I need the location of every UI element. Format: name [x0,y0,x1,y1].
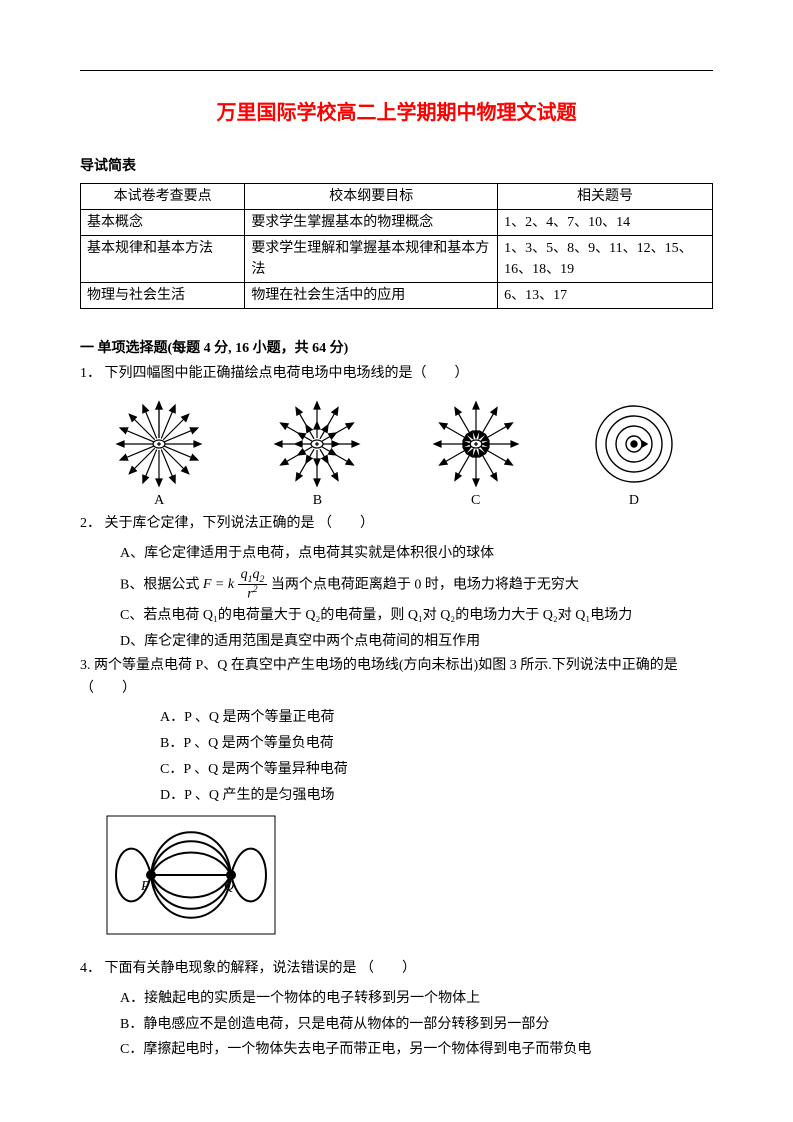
diagram-b: B [272,399,362,509]
diagram-c-label: C [471,493,480,509]
q2-opt-b-post: 当两个点电荷距离趋于 0 时，电场力将趋于无穷大 [271,577,579,592]
q2-opt-a: A、库仑定律适用于点电荷，点电荷其实就是体积很小的球体 [120,542,713,566]
field-lines-mixed-icon [272,399,362,489]
q3-number: 3. [80,658,91,673]
diagram-b-label: B [313,493,322,509]
question-1: 1． 下列四幅图中能正确描绘点电荷电场中电场线的是（ ） [80,363,713,385]
q4-number: 4． [80,961,101,976]
cell: 6、13、17 [498,283,713,309]
q3-options: A．P 、Q 是两个等量正电荷 B．P 、Q 是两个等量负电荷 C．P 、Q 是… [160,706,713,807]
diagram-a: A [114,399,204,509]
q2-text: 关于库仑定律，下列说法正确的是 （ ） [105,516,375,531]
coulomb-formula: F = k q1q2r2 [203,577,271,592]
q4-text: 下面有关静电现象的解释，说法错误的是 （ ） [105,961,417,976]
cell: 物理在社会生活中的应用 [245,283,498,309]
cell: 1、2、4、7、10、14 [498,210,713,236]
section-title: 一 单项选择题(每题 4 分, 16 小题，共 64 分) [80,337,713,357]
svg-text:P: P [140,879,150,894]
field-lines-both-icon [431,399,521,489]
field-lines-outward-icon [114,399,204,489]
diagram-d: D [589,399,679,509]
guide-table-heading: 导试简表 [80,155,713,175]
table-row: 基本概念 要求学生掌握基本的物理概念 1、2、4、7、10、14 [81,210,713,236]
concentric-circles-icon [589,399,679,489]
q3-opt-a: A．P 、Q 是两个等量正电荷 [160,706,713,730]
table-row: 物理与社会生活 物理在社会生活中的应用 6、13、17 [81,283,713,309]
exam-title: 万里国际学校高二上学期期中物理文试题 [80,96,713,125]
svg-text:Q: Q [224,879,234,894]
table-header-row: 本试卷考查要点 校本纲要目标 相关题号 [81,184,713,210]
q2-number: 2． [80,516,101,531]
q3-opt-c: C．P 、Q 是两个等量异种电荷 [160,758,713,782]
cell: 基本规律和基本方法 [81,236,245,283]
q4-options: A．接触起电的实质是一个物体的电子转移到另一个物体上 B．静电感应不是创造电荷，… [120,987,713,1062]
cell: 要求学生理解和掌握基本规律和基本方法 [245,236,498,283]
page-container: 万里国际学校高二上学期期中物理文试题 导试简表 本试卷考查要点 校本纲要目标 相… [0,0,793,1104]
q3-opt-d: D．P 、Q 产生的是匀强电场 [160,784,713,808]
question-2: 2． 关于库仑定律，下列说法正确的是 （ ） [80,513,713,535]
q2-opt-d: D、库仑定律的适用范围是真空中两个点电荷间的相互作用 [120,630,713,654]
diagram-a-label: A [154,493,164,509]
q1-diagrams: A [80,399,713,509]
q2-opt-c: C、若点电荷 Q₁的电荷量大于 Q₂的电荷量，则 Q₁对 Q₂的电场力大于 Q₂… [120,604,713,628]
q1-number: 1． [80,366,101,381]
q4-opt-b: B．静电感应不是创造电荷，只是电荷从物体的一部分转移到另一部分 [120,1013,713,1037]
cell: 1、3、5、8、9、11、12、15、16、18、19 [498,236,713,283]
guide-table: 本试卷考查要点 校本纲要目标 相关题号 基本概念 要求学生掌握基本的物理概念 1… [80,183,713,309]
cell: 基本概念 [81,210,245,236]
question-3: 3. 两个等量点电荷 P、Q 在真空中产生电场的电场线(方向未标出)如图 3 所… [80,655,713,700]
th-col1: 本试卷考查要点 [81,184,245,210]
th-col3: 相关题号 [498,184,713,210]
q3-opt-b: B．P 、Q 是两个等量负电荷 [160,732,713,756]
cell: 要求学生掌握基本的物理概念 [245,210,498,236]
diagram-c: C [431,399,521,509]
q3-text: 两个等量点电荷 P、Q 在真空中产生电场的电场线(方向未标出)如图 3 所示.下… [80,658,678,695]
top-rule [80,70,713,71]
th-col2: 校本纲要目标 [245,184,498,210]
q4-opt-a: A．接触起电的实质是一个物体的电子转移到另一个物体上 [120,987,713,1011]
q1-text: 下列四幅图中能正确描绘点电荷电场中电场线的是（ ） [105,366,469,381]
q2-options: A、库仑定律适用于点电荷，点电荷其实就是体积很小的球体 B、根据公式 F = k… [120,542,713,654]
q2-opt-b-pre: B、根据公式 [120,577,199,592]
question-4: 4． 下面有关静电现象的解释，说法错误的是 （ ） [80,958,713,980]
dipole-figure: P Q [106,815,713,940]
dipole-field-lines-icon: P Q [106,815,276,935]
table-row: 基本规律和基本方法 要求学生理解和掌握基本规律和基本方法 1、3、5、8、9、1… [81,236,713,283]
diagram-d-label: D [629,493,639,509]
cell: 物理与社会生活 [81,283,245,309]
q4-opt-c: C．摩擦起电时，一个物体失去电子而带正电，另一个物体得到电子而带负电 [120,1038,713,1062]
q2-opt-b: B、根据公式 F = k q1q2r2 当两个点电荷距离趋于 0 时，电场力将趋… [120,568,713,602]
